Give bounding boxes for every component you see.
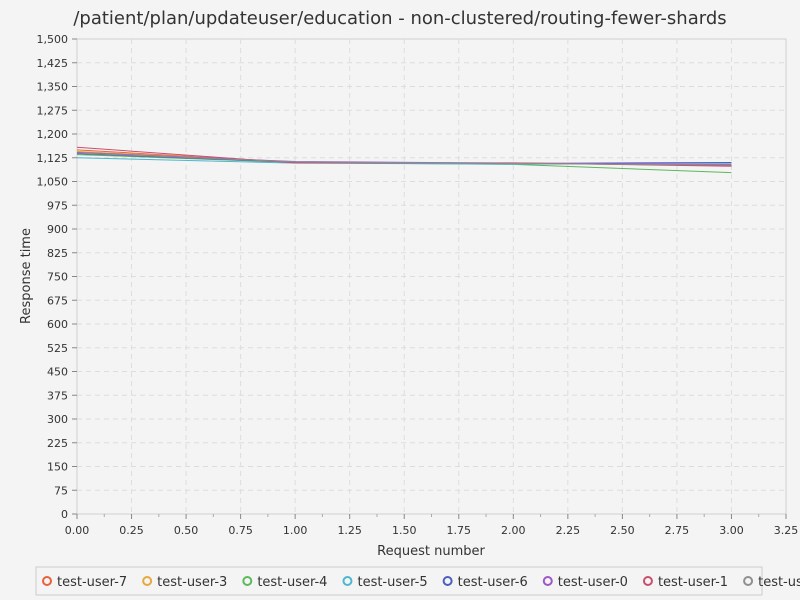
y-tick-label: 900 xyxy=(47,223,68,236)
x-axis-title: Request number xyxy=(377,544,485,559)
series-line-test-user-2 xyxy=(76,152,732,166)
axes: 0 75 150 225 300 375 450 525 600 675 750 825 900 975 1… xyxy=(37,33,799,537)
y-tick-label: 1,275 xyxy=(37,104,69,117)
legend-label-test-user-2: test-user-2 xyxy=(758,575,800,590)
x-tick-label: 1.75 xyxy=(447,524,472,537)
y-tick-label: 1,050 xyxy=(37,176,69,189)
legend-box xyxy=(35,566,763,596)
y-tick-label: 1,125 xyxy=(37,152,69,165)
x-tick-label: 0.00 xyxy=(65,524,90,537)
y-tick-label: 825 xyxy=(47,247,68,260)
legend-label-test-user-1: test-user-1 xyxy=(658,575,728,590)
y-tick-label: 225 xyxy=(47,437,68,450)
x-tick-label: 3.25 xyxy=(774,524,799,537)
legend-marker-test-user-5 xyxy=(342,576,353,586)
legend-label-test-user-5: test-user-5 xyxy=(357,575,427,590)
x-tick-label: 1.50 xyxy=(392,524,417,537)
legend-marker-test-user-4 xyxy=(242,576,253,586)
x-tick-label: 3.00 xyxy=(719,524,744,537)
legend-marker-test-user-0 xyxy=(542,576,553,586)
legend-marker-test-user-1 xyxy=(642,576,653,586)
x-tick-label: 1.25 xyxy=(337,524,362,537)
y-tick-label: 1,200 xyxy=(37,128,69,141)
legend-label-test-user-6: test-user-6 xyxy=(458,575,528,590)
chart-title: /patient/plan/updateuser/education - non… xyxy=(73,8,726,29)
y-tick-label: 375 xyxy=(47,389,68,402)
y-tick-label: 450 xyxy=(47,366,68,379)
legend-label-test-user-7: test-user-7 xyxy=(57,575,127,590)
x-tick-label: 2.25 xyxy=(556,524,581,537)
legend-marker-test-user-6 xyxy=(442,576,453,586)
y-tick-label: 1,350 xyxy=(37,81,69,94)
legend-marker-test-user-3 xyxy=(142,576,153,586)
x-tick-label: 2.75 xyxy=(665,524,690,537)
y-tick-label: 600 xyxy=(47,318,68,331)
legend-label-test-user-3: test-user-3 xyxy=(157,575,227,590)
x-tick-label: 1.00 xyxy=(283,524,308,537)
y-axis-title: Response time xyxy=(19,228,34,324)
legend-label-test-user-0: test-user-0 xyxy=(558,575,628,590)
series xyxy=(76,146,732,174)
legend-marker-test-user-7 xyxy=(42,576,52,586)
y-tick-label: 1,425 xyxy=(37,57,69,70)
y-tick-label: 675 xyxy=(47,294,68,307)
y-tick-label: 0 xyxy=(61,508,68,521)
y-tick-label: 750 xyxy=(47,271,68,284)
y-tick-label: 150 xyxy=(47,461,68,474)
legend-label-test-user-4: test-user-4 xyxy=(257,575,327,590)
x-tick-label: 2.00 xyxy=(501,524,526,537)
x-tick-label: 0.25 xyxy=(119,524,144,537)
y-tick-label: 300 xyxy=(47,413,68,426)
y-tick-label: 75 xyxy=(54,484,68,497)
legend-marker-test-user-2 xyxy=(743,576,754,586)
legend: test-user-7 test-user-3 test-user-4 test-us… xyxy=(35,566,800,596)
x-tick-label: 0.75 xyxy=(228,524,253,537)
y-tick-label: 1,500 xyxy=(37,33,69,46)
y-tick-label: 975 xyxy=(47,199,68,212)
x-tick-label: 0.50 xyxy=(174,524,199,537)
x-tick-label: 2.50 xyxy=(610,524,635,537)
y-tick-label: 525 xyxy=(47,342,68,355)
